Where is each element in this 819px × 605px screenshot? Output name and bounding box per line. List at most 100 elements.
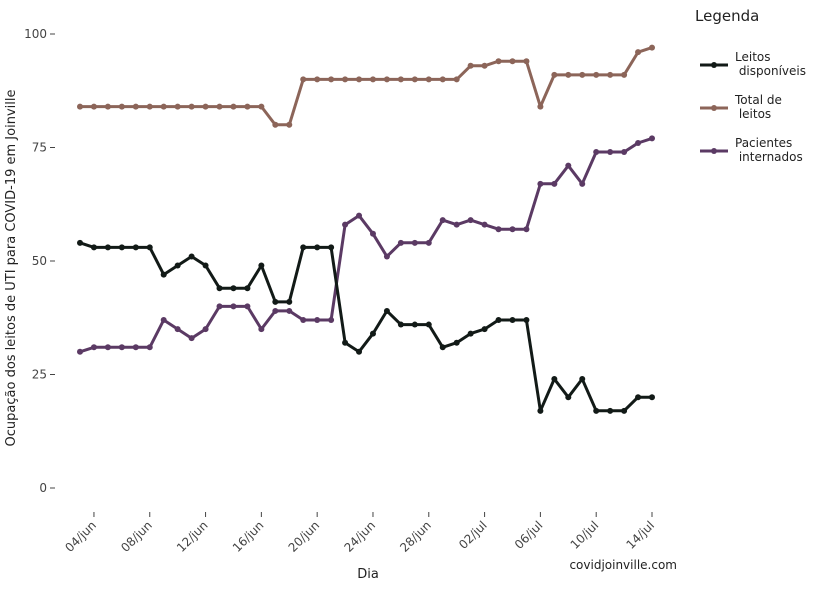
data-point[interactable] — [286, 121, 293, 128]
data-point[interactable] — [369, 330, 376, 337]
data-point[interactable] — [90, 344, 97, 351]
data-point[interactable] — [160, 317, 167, 324]
data-point[interactable] — [635, 394, 642, 401]
data-point[interactable] — [593, 407, 600, 414]
data-point[interactable] — [593, 149, 600, 156]
data-point[interactable] — [467, 62, 474, 69]
data-point[interactable] — [495, 317, 502, 324]
data-point[interactable] — [397, 76, 404, 83]
legend[interactable]: Leitos disponíveis Total de leitos Pacient… — [700, 50, 806, 164]
data-point[interactable] — [300, 76, 307, 83]
data-point[interactable] — [565, 394, 572, 401]
data-point[interactable] — [174, 103, 181, 110]
data-point[interactable] — [467, 330, 474, 337]
data-point[interactable] — [244, 303, 251, 310]
data-point[interactable] — [439, 344, 446, 351]
data-point[interactable] — [90, 103, 97, 110]
data-point[interactable] — [649, 394, 655, 401]
data-point[interactable] — [649, 135, 655, 142]
data-point[interactable] — [146, 103, 153, 110]
data-point[interactable] — [481, 221, 488, 228]
data-point[interactable] — [369, 230, 376, 237]
data-point[interactable] — [104, 344, 111, 351]
data-point[interactable] — [425, 239, 432, 246]
data-point[interactable] — [188, 335, 195, 342]
data-point[interactable] — [383, 76, 390, 83]
data-point[interactable] — [188, 103, 195, 110]
data-point[interactable] — [244, 285, 251, 292]
data-point[interactable] — [174, 326, 181, 333]
data-point[interactable] — [146, 244, 153, 251]
data-point[interactable] — [523, 226, 530, 233]
data-point[interactable] — [551, 376, 558, 383]
data-point[interactable] — [216, 103, 223, 110]
data-point[interactable] — [230, 303, 237, 310]
data-point[interactable] — [77, 103, 83, 110]
data-point[interactable] — [411, 239, 418, 246]
data-point[interactable] — [509, 226, 516, 233]
data-point[interactable] — [523, 317, 530, 324]
data-point[interactable] — [383, 307, 390, 314]
data-point[interactable] — [621, 407, 628, 414]
legend-item[interactable]: Leitos disponíveis — [700, 50, 806, 78]
data-point[interactable] — [607, 407, 614, 414]
data-point[interactable] — [495, 226, 502, 233]
data-point[interactable] — [523, 58, 530, 65]
data-point[interactable] — [397, 321, 404, 328]
data-point[interactable] — [551, 71, 558, 78]
data-point[interactable] — [202, 326, 209, 333]
legend-item[interactable]: Pacientes internados — [700, 136, 803, 164]
data-point[interactable] — [328, 244, 335, 251]
data-point[interactable] — [300, 244, 307, 251]
data-point[interactable] — [132, 344, 139, 351]
data-point[interactable] — [272, 298, 279, 305]
data-point[interactable] — [258, 262, 265, 269]
data-point[interactable] — [537, 180, 544, 187]
data-point[interactable] — [537, 103, 544, 110]
data-point[interactable] — [104, 103, 111, 110]
data-point[interactable] — [146, 344, 153, 351]
data-point[interactable] — [649, 44, 655, 51]
data-point[interactable] — [356, 76, 363, 83]
data-point[interactable] — [467, 217, 474, 224]
data-point[interactable] — [77, 239, 83, 246]
data-point[interactable] — [314, 244, 321, 251]
data-point[interactable] — [579, 71, 586, 78]
data-point[interactable] — [202, 103, 209, 110]
data-point[interactable] — [621, 149, 628, 156]
data-point[interactable] — [425, 321, 432, 328]
data-point[interactable] — [439, 76, 446, 83]
data-point[interactable] — [118, 103, 125, 110]
data-point[interactable] — [579, 180, 586, 187]
data-point[interactable] — [453, 339, 460, 346]
data-point[interactable] — [230, 285, 237, 292]
data-point[interactable] — [635, 49, 642, 56]
data-point[interactable] — [356, 212, 363, 219]
data-point[interactable] — [481, 62, 488, 69]
data-point[interactable] — [77, 348, 83, 355]
data-point[interactable] — [132, 103, 139, 110]
data-point[interactable] — [258, 326, 265, 333]
data-point[interactable] — [90, 244, 97, 251]
data-point[interactable] — [425, 76, 432, 83]
data-point[interactable] — [342, 339, 349, 346]
data-point[interactable] — [272, 121, 279, 128]
data-point[interactable] — [104, 244, 111, 251]
data-point[interactable] — [495, 58, 502, 65]
data-point[interactable] — [342, 76, 349, 83]
data-point[interactable] — [328, 317, 335, 324]
data-point[interactable] — [397, 239, 404, 246]
data-point[interactable] — [439, 217, 446, 224]
data-point[interactable] — [383, 253, 390, 260]
data-point[interactable] — [300, 317, 307, 324]
data-point[interactable] — [565, 71, 572, 78]
data-point[interactable] — [356, 348, 363, 355]
data-point[interactable] — [230, 103, 237, 110]
data-point[interactable] — [635, 139, 642, 146]
data-point[interactable] — [565, 162, 572, 169]
data-point[interactable] — [202, 262, 209, 269]
data-point[interactable] — [509, 58, 516, 65]
data-point[interactable] — [453, 221, 460, 228]
legend-item[interactable]: Total de leitos — [700, 93, 782, 121]
data-point[interactable] — [537, 407, 544, 414]
